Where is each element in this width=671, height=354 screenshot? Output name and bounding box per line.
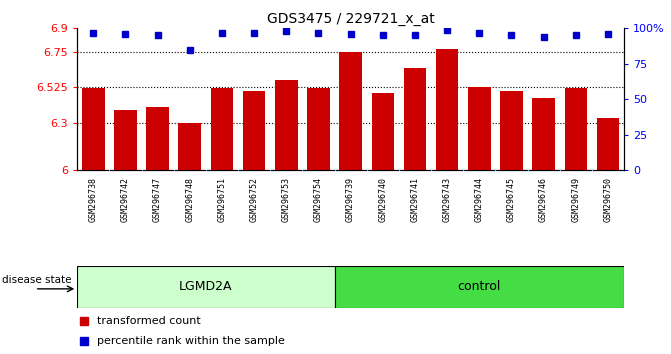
Text: control: control — [458, 280, 501, 293]
Text: GSM296746: GSM296746 — [539, 177, 548, 222]
Bar — [146, 107, 169, 170]
Bar — [532, 98, 555, 170]
Text: GSM296752: GSM296752 — [250, 177, 258, 222]
Text: GSM296748: GSM296748 — [185, 177, 195, 222]
Bar — [340, 52, 362, 170]
Bar — [82, 88, 105, 170]
Text: GSM296744: GSM296744 — [475, 177, 484, 222]
Bar — [597, 118, 619, 170]
Text: GSM296749: GSM296749 — [571, 177, 580, 222]
Text: GSM296741: GSM296741 — [411, 177, 419, 222]
Title: GDS3475 / 229721_x_at: GDS3475 / 229721_x_at — [267, 12, 435, 26]
Bar — [436, 49, 458, 170]
Text: GSM296754: GSM296754 — [314, 177, 323, 222]
Text: GSM296738: GSM296738 — [89, 177, 98, 222]
Bar — [178, 123, 201, 170]
Bar — [211, 88, 234, 170]
Text: GSM296750: GSM296750 — [603, 177, 613, 222]
Bar — [77, 266, 335, 308]
Text: GSM296751: GSM296751 — [217, 177, 226, 222]
Bar — [335, 266, 624, 308]
Text: LGMD2A: LGMD2A — [179, 280, 233, 293]
Text: GSM296743: GSM296743 — [443, 177, 452, 222]
Text: GSM296739: GSM296739 — [346, 177, 355, 222]
Bar — [307, 88, 329, 170]
Text: GSM296745: GSM296745 — [507, 177, 516, 222]
Text: GSM296742: GSM296742 — [121, 177, 130, 222]
Bar — [468, 86, 491, 170]
Text: GSM296747: GSM296747 — [153, 177, 162, 222]
Text: GSM296740: GSM296740 — [378, 177, 387, 222]
Bar — [275, 80, 297, 170]
Bar — [243, 91, 265, 170]
Bar — [564, 88, 587, 170]
Text: percentile rank within the sample: percentile rank within the sample — [97, 336, 285, 346]
Text: disease state: disease state — [1, 275, 71, 285]
Bar — [500, 91, 523, 170]
Text: transformed count: transformed count — [97, 316, 201, 326]
Text: GSM296753: GSM296753 — [282, 177, 291, 222]
Bar — [372, 93, 394, 170]
Bar — [404, 68, 426, 170]
Bar — [114, 110, 137, 170]
